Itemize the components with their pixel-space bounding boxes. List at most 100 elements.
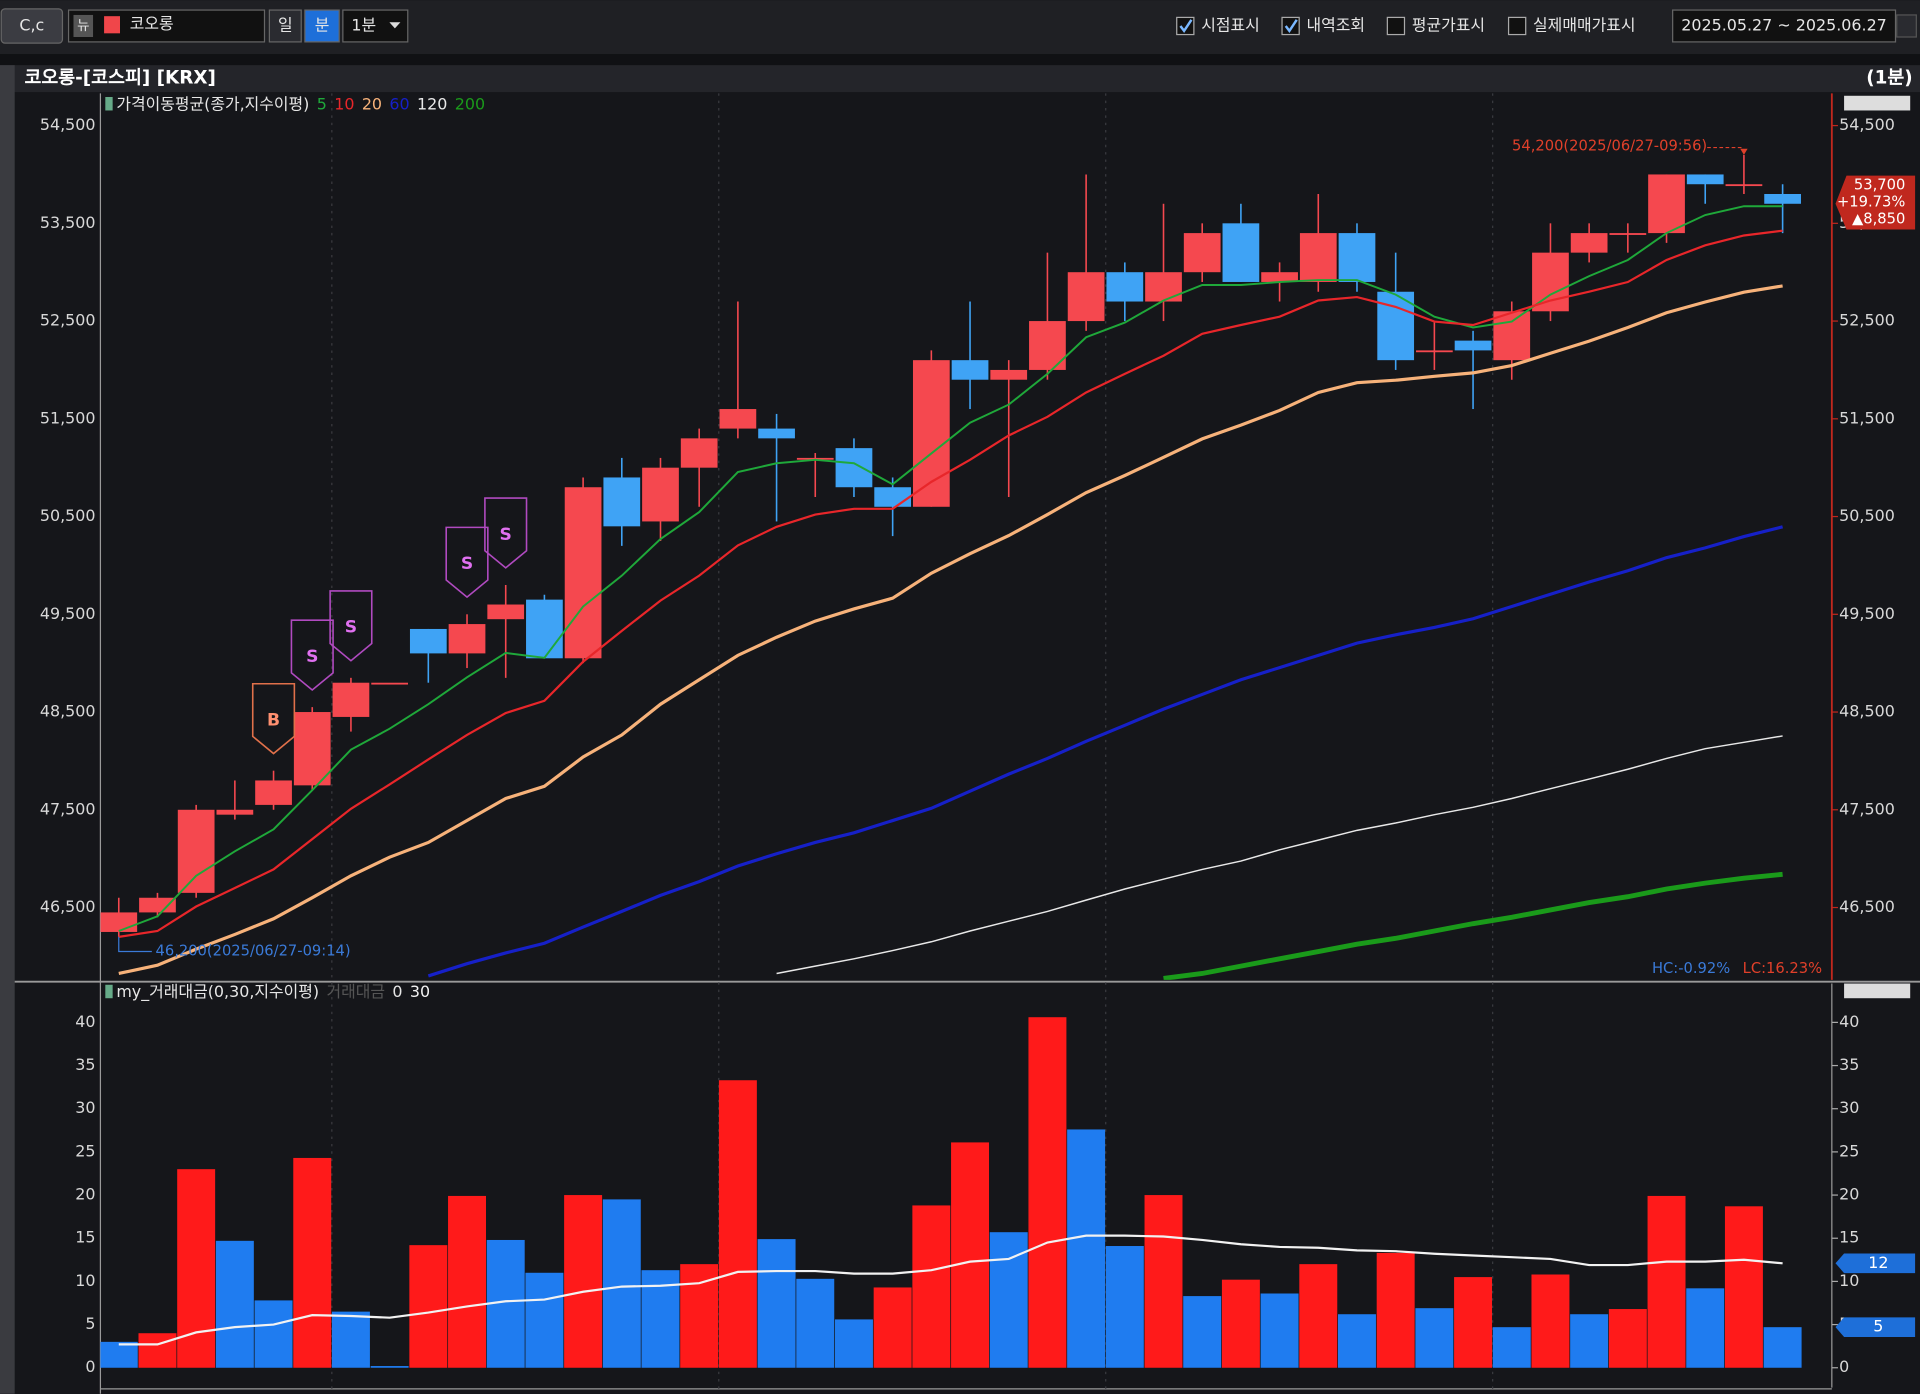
date-range: 2025.05.27 ~ 2025.06.27 bbox=[1681, 15, 1887, 34]
interval-label: 1분 bbox=[351, 15, 376, 34]
panel-controls[interactable] bbox=[1844, 95, 1911, 111]
panel-controls[interactable] bbox=[1844, 983, 1911, 999]
legend-entry: 20 bbox=[362, 94, 382, 113]
volume-bar bbox=[138, 1333, 177, 1368]
moving-average bbox=[1163, 871, 1783, 980]
news-label: 뉴 bbox=[77, 19, 89, 34]
volume-bar bbox=[1376, 1252, 1415, 1368]
price-plot: B S S S S bbox=[100, 154, 1801, 980]
day-button[interactable] bbox=[268, 9, 302, 43]
volume-bar bbox=[1570, 1314, 1609, 1368]
volume-bar bbox=[1299, 1264, 1338, 1368]
calendar-icon[interactable] bbox=[1896, 14, 1917, 38]
minute-button[interactable] bbox=[304, 9, 340, 43]
stock-input[interactable] bbox=[67, 9, 266, 43]
overlay: 46,500 46,500 47,500 47,500 48,500 48,500 49,5… bbox=[40, 94, 1916, 1376]
current-diff: ▲8,850 bbox=[1852, 211, 1905, 228]
day-label: 일 bbox=[278, 15, 293, 34]
volume-bar bbox=[1647, 1195, 1686, 1368]
legend-label: my_거래대금(0,30,지수이평) bbox=[116, 982, 319, 1002]
legend-icon bbox=[105, 97, 113, 111]
y2-tick-label: 25 bbox=[1839, 1141, 1859, 1160]
volume-bar bbox=[448, 1195, 486, 1368]
checkbox[interactable] bbox=[1386, 16, 1406, 36]
candle-body bbox=[1338, 233, 1376, 282]
volume-bar bbox=[100, 1341, 138, 1368]
checkbox[interactable] bbox=[1507, 16, 1527, 36]
volume-bar bbox=[1221, 1279, 1260, 1368]
volume-bar bbox=[757, 1239, 796, 1368]
volume-bar bbox=[525, 1272, 564, 1368]
candle-body bbox=[100, 912, 138, 932]
y2-tick-label: 51,500 bbox=[1839, 408, 1895, 427]
separator bbox=[0, 54, 1920, 66]
legend-entry: 거래대금 bbox=[327, 982, 386, 1001]
candle-body bbox=[912, 360, 950, 507]
candle-body bbox=[177, 809, 215, 893]
candle-body bbox=[1067, 272, 1105, 322]
candle-body bbox=[564, 487, 602, 659]
y2-tick-label: 46,500 bbox=[1839, 897, 1895, 916]
y2-tick-label: 30 bbox=[1839, 1098, 1859, 1117]
y-tick-label: 46,500 bbox=[40, 897, 96, 916]
candle-body bbox=[1106, 272, 1144, 302]
signal-marker bbox=[251, 682, 296, 755]
volume-bar bbox=[1608, 1309, 1647, 1368]
y-tick-label: 25 bbox=[75, 1141, 95, 1160]
y2-tick-label: 52,500 bbox=[1839, 311, 1895, 330]
volume-bar bbox=[564, 1195, 603, 1368]
y-tick-label: 47,500 bbox=[40, 799, 96, 818]
y2-tick-label: 54,500 bbox=[1839, 115, 1895, 134]
candle-body bbox=[216, 809, 254, 815]
code-button[interactable] bbox=[0, 8, 64, 44]
panel-icons bbox=[1844, 95, 1911, 999]
signal-marker bbox=[290, 619, 334, 692]
moving-average bbox=[118, 229, 1783, 938]
candle-body bbox=[1222, 223, 1260, 282]
y-tick-label: 48,500 bbox=[40, 702, 96, 721]
y2-tick-label: 49,500 bbox=[1839, 604, 1895, 623]
candle-body bbox=[409, 628, 447, 654]
checkbox-label: 시점표시 bbox=[1201, 15, 1260, 34]
last-value-tab bbox=[1835, 1317, 1916, 1337]
candle-body bbox=[332, 682, 370, 717]
signal-marker bbox=[445, 526, 489, 599]
candle-body bbox=[603, 477, 641, 527]
candle-body bbox=[293, 712, 331, 786]
date-range-box[interactable] bbox=[1672, 9, 1897, 43]
y-tick-label: 30 bbox=[75, 1098, 95, 1117]
y-tick-label: 10 bbox=[75, 1271, 95, 1290]
last-value-label: 5 bbox=[1873, 1317, 1883, 1336]
volume-bar bbox=[1260, 1293, 1299, 1368]
legend-icon bbox=[105, 984, 113, 999]
candle-body bbox=[1183, 233, 1221, 273]
candle-body bbox=[990, 369, 1028, 380]
current-price-box bbox=[1835, 175, 1916, 230]
moving-average bbox=[118, 284, 1783, 976]
volume-bar bbox=[680, 1264, 719, 1368]
candle-body bbox=[1299, 233, 1337, 282]
candle-body bbox=[139, 897, 176, 913]
signal-marker bbox=[484, 497, 528, 569]
volume-bar bbox=[951, 1142, 990, 1368]
y-tick-label: 54,500 bbox=[40, 115, 96, 134]
volume-bar bbox=[177, 1169, 216, 1368]
y-tick-label: 35 bbox=[75, 1055, 95, 1074]
lc-label: LC:16.23% bbox=[1743, 960, 1822, 977]
signal-label: S bbox=[461, 554, 473, 574]
check-mark bbox=[1284, 19, 1298, 33]
last-value-tab bbox=[1835, 1253, 1916, 1274]
signal-label: S bbox=[306, 647, 318, 667]
volume-bar bbox=[1338, 1314, 1376, 1368]
checkbox-label: 내역조회 bbox=[1307, 15, 1366, 34]
moving-average bbox=[118, 205, 1783, 932]
legend-entry: 60 bbox=[389, 94, 409, 113]
candle-body bbox=[1725, 184, 1763, 187]
y2-tick-label: 10 bbox=[1839, 1271, 1859, 1290]
candle-body bbox=[1416, 350, 1453, 353]
volume-bar bbox=[1144, 1195, 1183, 1368]
candle-body bbox=[487, 604, 525, 620]
candle-body bbox=[1570, 233, 1608, 253]
